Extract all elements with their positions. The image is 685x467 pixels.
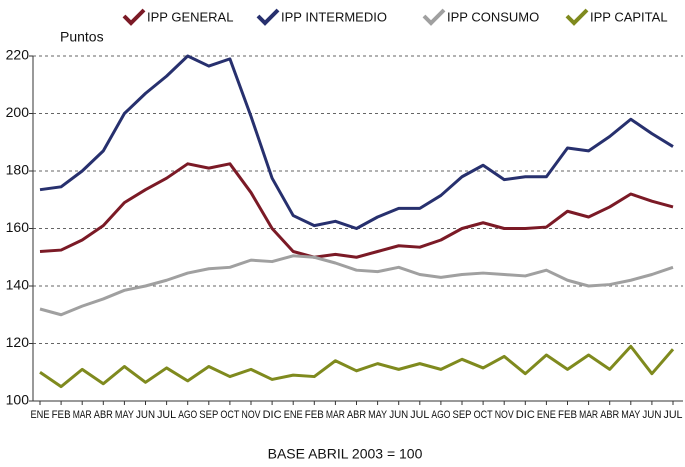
- x-tick-label: JUL: [410, 409, 429, 421]
- y-tick-label: 200: [6, 104, 30, 120]
- legend-label: IPP CONSUMO: [447, 9, 539, 24]
- y-tick-label: 100: [6, 392, 30, 408]
- x-tick-label: NOV: [495, 409, 515, 421]
- x-tick-label: JUL: [157, 409, 176, 421]
- legend-label: IPP GENERAL: [147, 9, 233, 24]
- x-axis-label: BASE ABRIL 2003 = 100: [268, 446, 423, 462]
- x-tick-label: JUL: [664, 409, 683, 421]
- x-tick-label: DIC: [516, 409, 535, 421]
- x-tick-label: SEP: [199, 409, 218, 421]
- x-tick-label: AGO: [178, 409, 197, 421]
- legend-icon: [565, 8, 589, 26]
- legend-label: IPP INTERMEDIO: [281, 9, 387, 24]
- x-tick-label: ENE: [31, 409, 50, 421]
- x-tick-label: MAR: [73, 409, 92, 421]
- x-tick-label: MAR: [326, 409, 345, 421]
- y-tick-label: 180: [6, 162, 30, 178]
- x-tick-label: OCT: [474, 409, 493, 421]
- x-tick-label: ENE: [284, 409, 303, 421]
- x-tick-label: SEP: [453, 409, 472, 421]
- y-tick-label: 120: [6, 334, 30, 350]
- x-tick-label: ABR: [600, 409, 619, 421]
- x-tick-label: ENE: [537, 409, 556, 421]
- y-axis-label: Puntos: [60, 29, 104, 45]
- x-tick-label: ABR: [347, 409, 366, 421]
- series-line: [39, 254, 674, 317]
- y-tick-label: 140: [6, 277, 30, 293]
- x-tick-label: MAY: [115, 409, 135, 421]
- y-tick-label: 160: [6, 219, 30, 235]
- legend-icon: [256, 8, 280, 26]
- legend-icon: [422, 8, 446, 26]
- series-line: [39, 54, 674, 230]
- x-tick-label: AGO: [431, 409, 450, 421]
- x-tick-label: OCT: [220, 409, 239, 421]
- x-tick-label: JUN: [389, 409, 408, 421]
- x-tick-label: DIC: [263, 409, 282, 421]
- x-tick-label: MAY: [368, 409, 388, 421]
- series-line: [39, 162, 674, 259]
- legend-label: IPP CAPITAL: [590, 9, 668, 24]
- x-tick-label: JUN: [642, 409, 661, 421]
- x-tick-label: JUN: [136, 409, 155, 421]
- x-tick-label: FEB: [558, 409, 577, 421]
- x-tick-label: MAY: [621, 409, 641, 421]
- x-tick-label: FEB: [52, 409, 71, 421]
- series-line: [39, 344, 675, 389]
- x-tick-label: NOV: [242, 409, 262, 421]
- x-tick-label: ABR: [94, 409, 113, 421]
- x-tick-label: MAR: [579, 409, 598, 421]
- legend-icon: [122, 8, 146, 26]
- x-tick-label: FEB: [305, 409, 324, 421]
- y-tick-label: 220: [6, 47, 30, 63]
